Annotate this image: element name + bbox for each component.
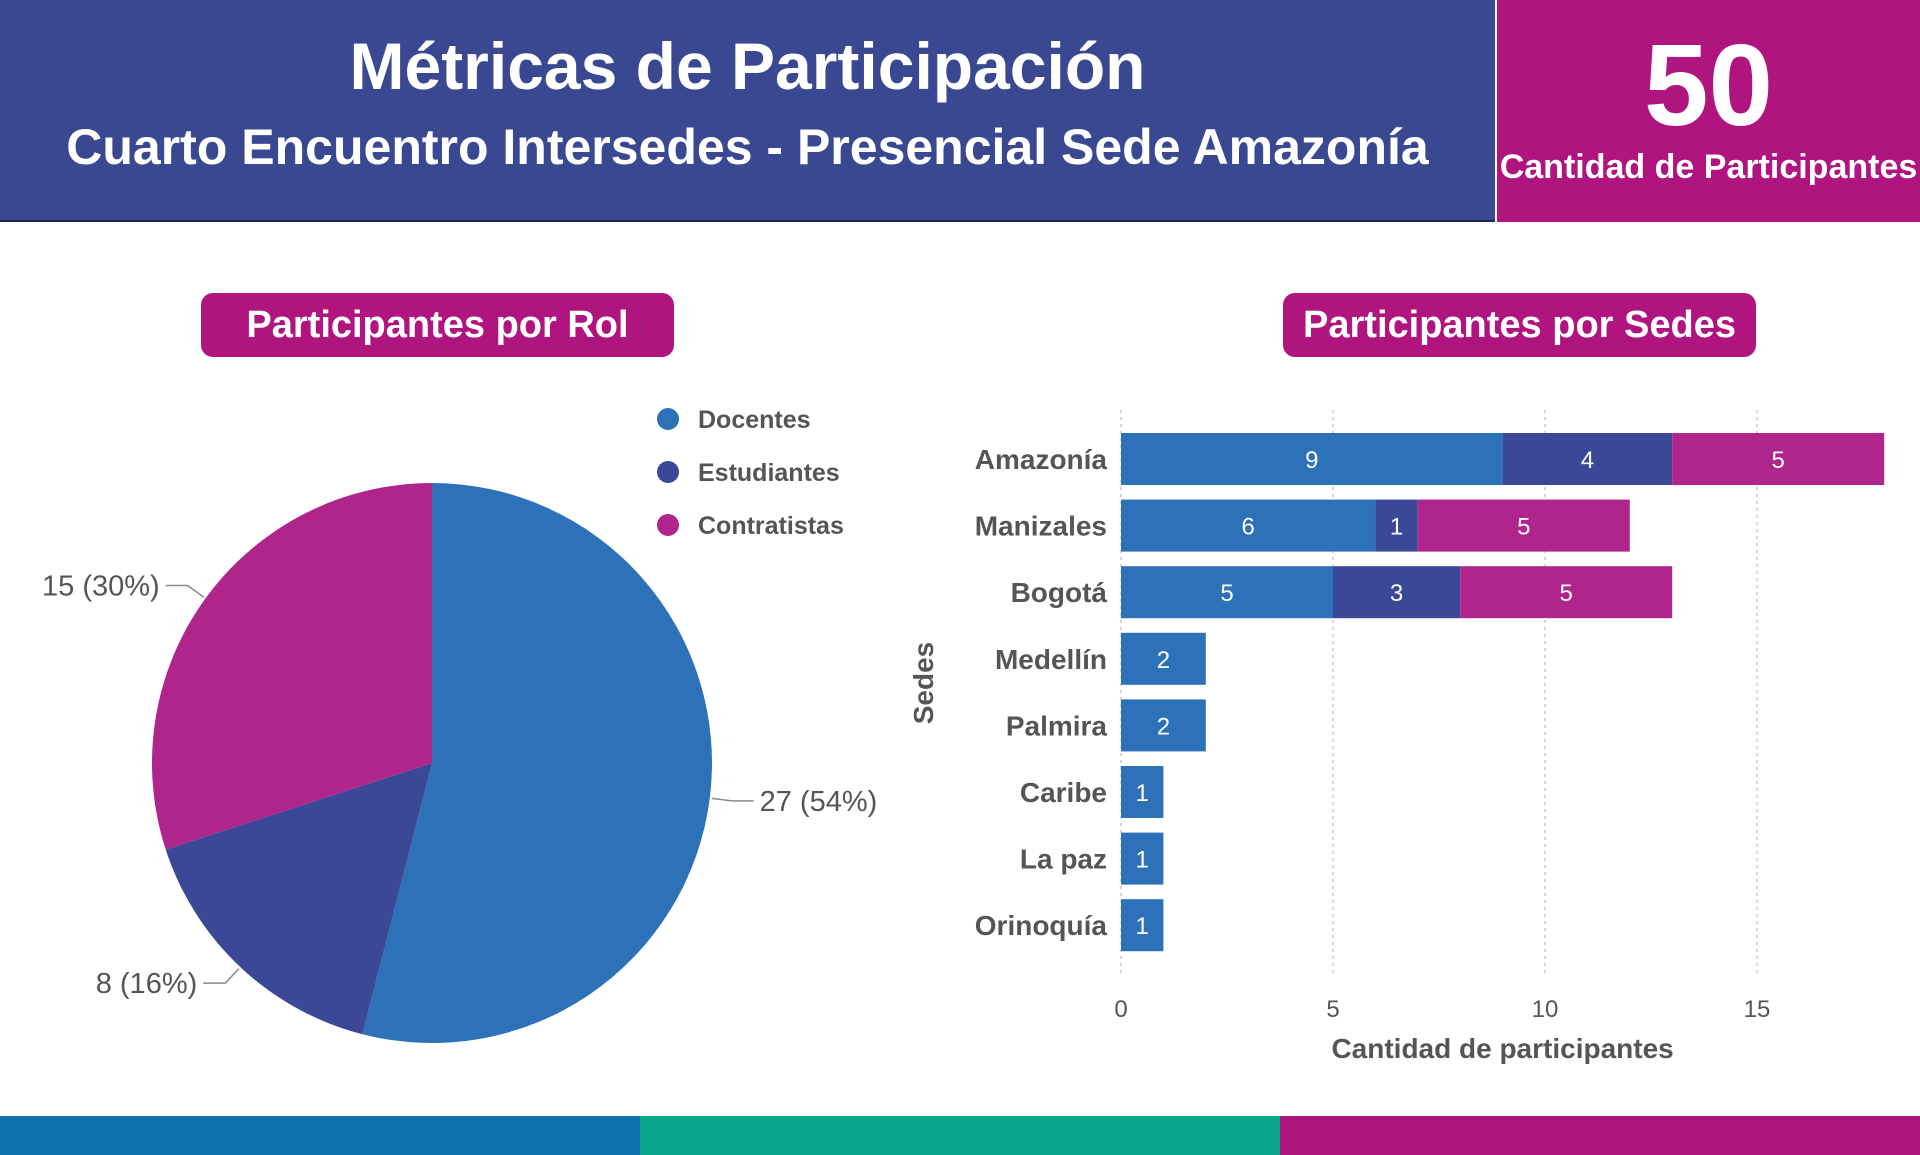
pie-data-label-estudiantes: 8 (16%) [96, 968, 198, 1000]
page-subtitle: Cuarto Encuentro Intersedes - Presencial… [66, 119, 1429, 175]
pie-chart-title: Participantes por Rol [201, 293, 674, 357]
bar-data-label: 5 [1560, 580, 1573, 607]
y-tick-label-bogota: Bogotá [1011, 577, 1108, 608]
y-tick-label-caribe: Caribe [1020, 777, 1107, 808]
legend-label-docentes: Docentes [698, 406, 811, 434]
x-tick-label: 0 [1114, 996, 1127, 1023]
pie-slice-docentes [362, 483, 713, 1043]
pie-slice-estudiantes [165, 763, 433, 1035]
x-tick-label: 5 [1326, 996, 1339, 1023]
bar-data-label: 1 [1136, 780, 1149, 807]
kpi-participants-card: 50 Cantidad de Participantes [1497, 0, 1920, 222]
bar-amazonia-docentes [1121, 433, 1503, 485]
x-axis-title: Cantidad de participantes [1331, 1033, 1673, 1064]
footer-bar-magenta [1280, 1116, 1920, 1155]
bar-data-label: 2 [1157, 647, 1170, 674]
bar-orinoquia-docentes [1121, 899, 1164, 952]
bar-palmira-docentes [1121, 699, 1206, 752]
bar-data-label: 2 [1157, 713, 1170, 740]
legend-swatch-docentes [657, 408, 679, 430]
bar-bogota-estudiantes [1333, 566, 1461, 619]
bar-manizales-estudiantes [1375, 499, 1418, 552]
y-tick-label-medellin: Medellín [995, 644, 1107, 675]
bar-caribe-docentes [1121, 766, 1164, 818]
y-tick-label-manizales: Manizales [975, 511, 1107, 542]
bar-amazonia-contratistas [1672, 433, 1885, 485]
bar-manizales-contratistas [1417, 499, 1630, 552]
pie-legend: Docentes Estudiantes Contratistas [657, 406, 844, 540]
pie-leader-line [203, 968, 240, 984]
header-banner: Métricas de Participación Cuarto Encuent… [0, 0, 1495, 222]
bar-amazonia-estudiantes [1502, 433, 1673, 485]
legend-label-contratistas: Contratistas [698, 512, 844, 540]
legend-swatch-estudiantes [657, 461, 679, 483]
bar-data-label: 5 [1772, 447, 1785, 474]
bar-data-label: 3 [1390, 580, 1403, 607]
kpi-label: Cantidad de Participantes [1499, 148, 1918, 186]
page-title: Métricas de Participación [349, 29, 1146, 103]
x-tick-label: 10 [1532, 996, 1559, 1023]
y-tick-label-la-paz: La paz [1020, 844, 1107, 875]
bar-manizales-docentes [1121, 499, 1376, 552]
kpi-value: 50 [1643, 20, 1774, 150]
pie-leader-line [711, 797, 754, 802]
bar-medellin-docentes [1121, 632, 1206, 685]
pie-data-label-docentes: 27 (54%) [760, 786, 878, 818]
pie-data-label-contratistas: 15 (30%) [42, 570, 160, 602]
bar-data-label: 1 [1136, 847, 1149, 874]
pie-chart: 27 (54%) 8 (16%) 15 (30%) [42, 483, 877, 1043]
footer-bar-green [640, 1116, 1280, 1155]
legend-label-estudiantes: Estudiantes [698, 459, 840, 487]
pie-leader-line [165, 584, 205, 598]
y-tick-label-orinoquia: Orinoquía [975, 910, 1108, 941]
bar-data-label: 4 [1581, 447, 1594, 474]
legend-swatch-contratistas [657, 514, 679, 536]
bar-bogota-docentes [1121, 566, 1333, 619]
y-axis-title: Sedes [908, 642, 939, 725]
pie-slice-contratistas [151, 483, 432, 850]
bar-data-label: 5 [1220, 580, 1233, 607]
bar-data-label: 5 [1517, 514, 1530, 541]
bar-data-label: 1 [1390, 514, 1403, 541]
bar-bogota-contratistas [1460, 566, 1673, 619]
x-tick-label: 15 [1744, 996, 1771, 1023]
y-tick-label-palmira: Palmira [1006, 710, 1108, 741]
bar-data-label: 9 [1305, 447, 1318, 474]
y-tick-label-amazonia: Amazonía [975, 444, 1108, 475]
footer-bar-blue [0, 1116, 640, 1155]
bar-data-label: 6 [1242, 514, 1255, 541]
bar-la-paz-docentes [1121, 832, 1164, 885]
bar-chart-title: Participantes por Sedes [1283, 293, 1756, 357]
bar-data-label: 1 [1136, 913, 1149, 940]
